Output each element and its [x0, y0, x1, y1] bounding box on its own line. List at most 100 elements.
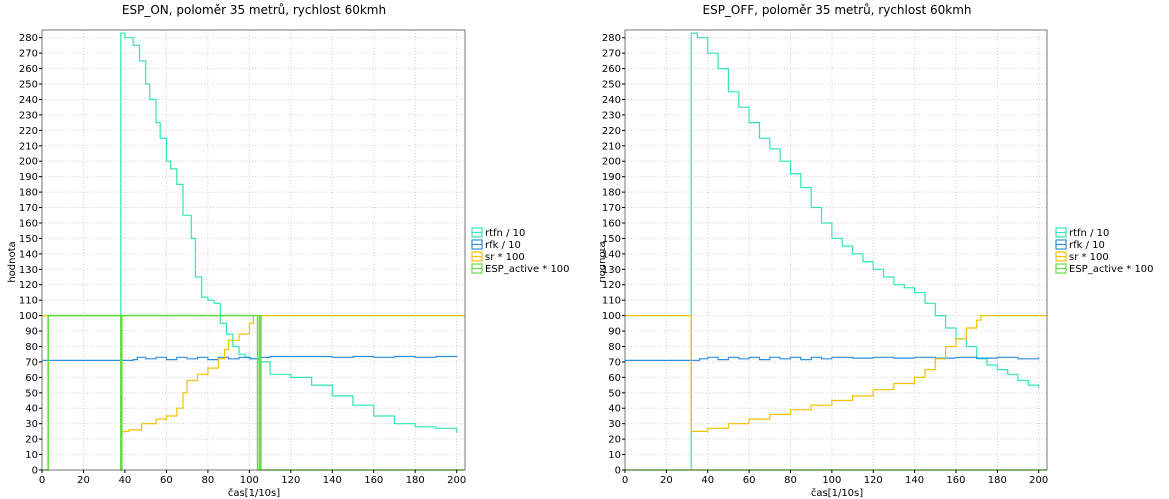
y-tick-label: 230 [602, 110, 621, 121]
y-tick-label: 60 [25, 373, 38, 384]
y-tick-label: 110 [602, 296, 621, 307]
legend-entry: ESP_active * 100 [1069, 264, 1154, 275]
legend-entry: sr * 100 [1069, 252, 1109, 263]
legend-entry: rtfn / 10 [1069, 228, 1109, 239]
y-tick-label: 40 [25, 404, 38, 415]
y-tick-label: 260 [19, 64, 38, 75]
x-tick-label: 20 [660, 475, 673, 486]
y-tick-label: 210 [602, 141, 621, 152]
x-axis-label: čas[1/10s] [811, 487, 863, 499]
x-tick-label: 120 [281, 475, 300, 486]
y-tick-label: 240 [602, 95, 621, 106]
y-tick-label: 100 [19, 311, 38, 322]
y-tick-label: 40 [608, 404, 621, 415]
series-line-rtfn [120, 32, 458, 470]
y-tick-label: 150 [602, 234, 621, 245]
y-tick-label: 90 [25, 327, 38, 338]
y-tick-label: 160 [602, 218, 621, 229]
y-tick-label: 50 [608, 388, 621, 399]
y-tick-label: 140 [602, 249, 621, 260]
y-tick-label: 20 [25, 435, 38, 446]
x-tick-label: 100 [822, 475, 841, 486]
y-tick-label: 0 [615, 466, 621, 477]
y-tick-label: 90 [608, 327, 621, 338]
y-tick-label: 190 [602, 172, 621, 183]
x-tick-label: 60 [743, 475, 756, 486]
chart-title: ESP_ON, poloměr 35 metrů, rychlost 60kmh [122, 3, 386, 17]
y-tick-label: 10 [608, 450, 621, 461]
x-tick-label: 80 [202, 475, 215, 486]
y-tick-label: 240 [19, 95, 38, 106]
y-tick-label: 280 [602, 33, 621, 44]
y-axis-label: hodnota [7, 241, 18, 282]
x-tick-label: 120 [864, 475, 883, 486]
y-tick-label: 260 [602, 64, 621, 75]
grid [624, 30, 1047, 471]
x-tick-label: 40 [701, 475, 714, 486]
y-tick-label: 50 [25, 388, 38, 399]
y-tick-label: 270 [19, 49, 38, 60]
x-tick-label: 180 [406, 475, 425, 486]
y-tick-label: 70 [25, 357, 38, 368]
y-tick-label: 140 [19, 249, 38, 260]
series-line-rfk [42, 355, 458, 361]
y-tick-label: 180 [19, 188, 38, 199]
x-tick-label: 160 [946, 475, 965, 486]
y-tick-label: 250 [602, 80, 621, 91]
legend-entry: rtfn / 10 [485, 228, 525, 239]
y-tick-label: 160 [19, 218, 38, 229]
y-tick-label: 10 [25, 450, 38, 461]
series-line-rtfn [690, 32, 1040, 470]
y-tick-label: 230 [19, 110, 38, 121]
y-tick-label: 180 [602, 188, 621, 199]
x-tick-label: 140 [905, 475, 924, 486]
y-tick-label: 80 [25, 342, 38, 353]
x-tick-label: 40 [119, 475, 132, 486]
x-tick-label: 0 [39, 475, 45, 486]
y-tick-label: 120 [19, 280, 38, 291]
grid [41, 30, 465, 471]
series-line-sr [625, 315, 1047, 432]
x-tick-label: 20 [77, 475, 90, 486]
y-tick-label: 280 [19, 33, 38, 44]
y-tick-label: 270 [602, 49, 621, 60]
series-line-sr [42, 315, 465, 432]
x-tick-label: 140 [323, 475, 342, 486]
x-tick-label: 200 [1029, 475, 1048, 486]
x-tick-label: 100 [240, 475, 259, 486]
x-tick-label: 80 [784, 475, 797, 486]
y-tick-label: 130 [19, 265, 38, 276]
y-tick-label: 220 [602, 126, 621, 137]
plot-frame [41, 29, 466, 471]
x-tick-label: 180 [988, 475, 1007, 486]
legend-entry: rfk / 10 [1069, 240, 1105, 251]
y-axis-label: hodnota [600, 241, 608, 282]
y-tick-label: 120 [602, 280, 621, 291]
y-tick-label: 70 [608, 357, 621, 368]
legend-entry: ESP_active * 100 [485, 264, 570, 275]
y-tick-label: 250 [19, 80, 38, 91]
y-tick-label: 220 [19, 126, 38, 137]
y-tick-label: 210 [19, 141, 38, 152]
plot-frame [624, 29, 1048, 471]
y-tick-label: 200 [602, 157, 621, 168]
y-tick-label: 200 [19, 157, 38, 168]
x-tick-label: 0 [622, 475, 628, 486]
y-tick-label: 100 [602, 311, 621, 322]
legend-entry: rfk / 10 [485, 240, 521, 251]
x-tick-label: 200 [447, 475, 466, 486]
y-tick-label: 150 [19, 234, 38, 245]
chart-esp-on: ESP_ON, poloměr 35 metrů, rychlost 60kmh… [7, 3, 570, 499]
y-tick-label: 20 [608, 435, 621, 446]
y-tick-label: 30 [608, 419, 621, 430]
series-line-rfk [625, 356, 1040, 361]
x-tick-label: 160 [364, 475, 383, 486]
x-tick-label: 60 [160, 475, 173, 486]
y-tick-label: 110 [19, 296, 38, 307]
legend-entry: sr * 100 [485, 252, 525, 263]
y-tick-label: 30 [25, 419, 38, 430]
y-tick-label: 190 [19, 172, 38, 183]
y-tick-label: 80 [608, 342, 621, 353]
